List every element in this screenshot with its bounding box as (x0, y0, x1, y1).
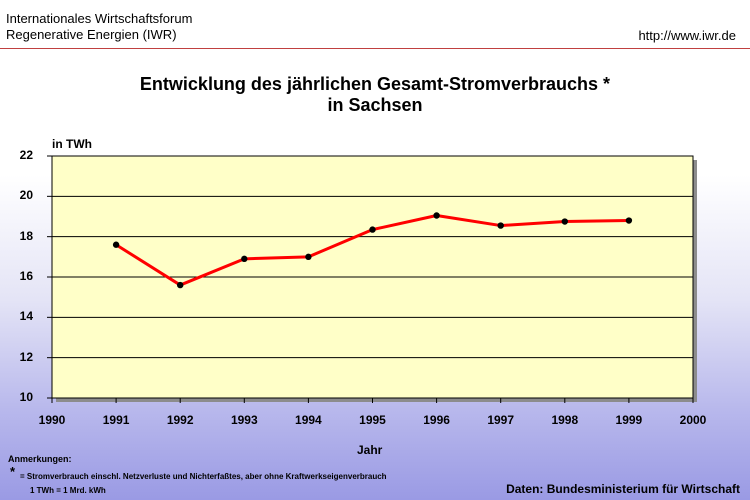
data-point (241, 255, 248, 263)
data-point (112, 241, 120, 248)
y-tick-label: 22 (19, 148, 33, 162)
x-tick-label: 1992 (166, 413, 194, 427)
data-point (305, 253, 312, 261)
data-point (177, 281, 184, 289)
x-tick-label: 1999 (615, 413, 643, 427)
x-tick-label: 1994 (295, 413, 322, 427)
x-tick-label: 1990 (38, 413, 66, 427)
y-tick-label: 16 (19, 269, 33, 283)
data-point (497, 222, 504, 229)
x-tick-label: 1993 (230, 413, 258, 427)
y-tick-label: 10 (19, 390, 33, 404)
x-tick-label: 1997 (487, 413, 515, 427)
x-tick-label: 1998 (551, 413, 579, 427)
x-tick-label: 1995 (359, 413, 386, 427)
y-axis-unit-label: in TWh (52, 137, 92, 151)
org-name-line1: Internationales Wirtschaftsforum (6, 11, 193, 26)
y-tick-label: 12 (19, 349, 33, 364)
notes-line2: 1 TWh = 1 Mrd. kWh (30, 486, 106, 495)
y-tick-label: 18 (19, 228, 33, 243)
y-tick-label: 20 (19, 188, 33, 203)
data-source: Daten: Bundesministerium für Wirtschaft (506, 482, 740, 496)
notes-line1: = Stromverbrauch einschl. Netzverluste u… (20, 472, 387, 481)
data-point (561, 218, 568, 225)
header-organization: Internationales Wirtschaftsforum Regener… (6, 11, 192, 43)
x-tick-label: 1991 (102, 413, 130, 427)
data-point (625, 217, 633, 224)
y-tick-label: 14 (19, 309, 33, 324)
org-name-line2: Regenerative Energien (IWR) (6, 27, 177, 42)
header-url[interactable]: http://www.iwr.de (638, 28, 736, 43)
x-tick-label: 2000 (679, 413, 707, 427)
data-point (433, 212, 440, 219)
chart-title-line1: Entwicklung des jährlichen Gesamt-Stromv… (139, 74, 611, 94)
x-tick-label: 1996 (423, 413, 450, 427)
data-point (369, 226, 376, 233)
notes-asterisk: * (10, 464, 16, 479)
header-divider (0, 48, 750, 49)
x-axis-label: Jahr (357, 443, 383, 457)
notes-heading: Anmerkungen: (8, 454, 72, 464)
chart-title-line2: in Sachsen (327, 95, 423, 115)
